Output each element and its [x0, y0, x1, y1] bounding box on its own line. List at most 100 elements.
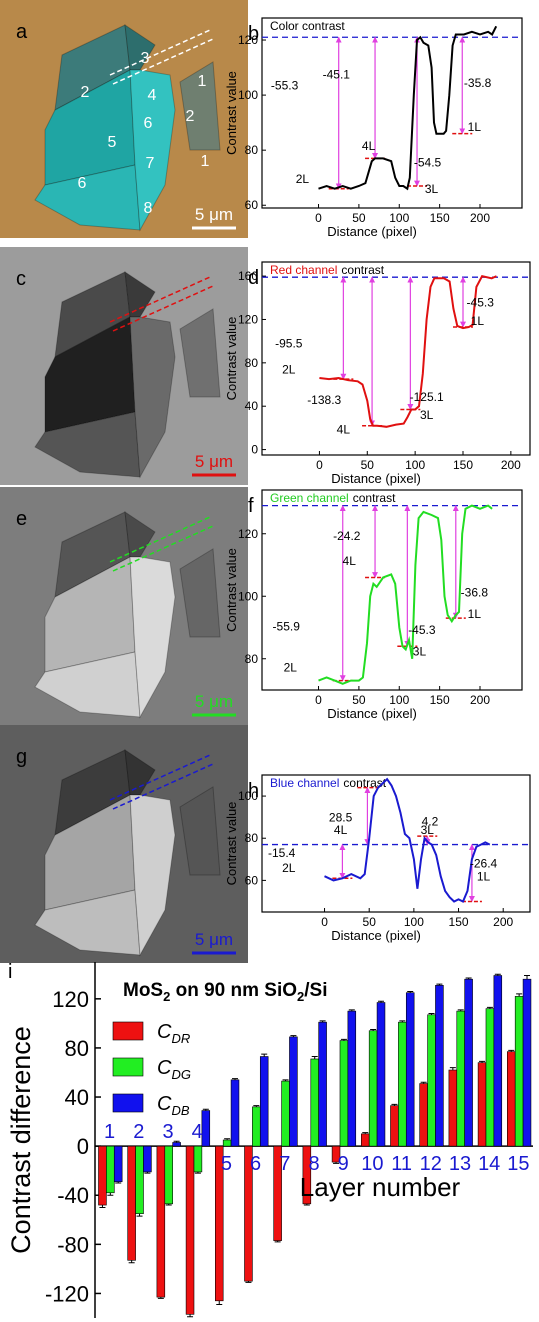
x-tick-label: 15	[507, 1153, 529, 1175]
bar	[427, 1014, 436, 1147]
annotation: 1L	[468, 120, 482, 134]
annotation: 1L	[468, 607, 482, 621]
bar	[368, 1030, 378, 1147]
legend-swatch	[112, 1093, 144, 1113]
error-bar	[479, 1060, 486, 1063]
flake-region	[129, 316, 176, 479]
title-part: on 90 nm SiO	[170, 980, 297, 1001]
annotation: 2L	[284, 660, 298, 674]
x-axis-label: Layer number	[300, 1172, 461, 1202]
error-bar	[378, 1000, 385, 1003]
x-tick-label: 1	[104, 1121, 115, 1143]
panel-label: i	[8, 961, 12, 983]
x-tick-label: 0	[315, 693, 322, 707]
micrograph: g 5 μm	[0, 725, 248, 963]
error-bar	[194, 1171, 201, 1174]
y-tick-label: 40	[65, 1085, 89, 1110]
y-axis-label: Contrast value	[224, 317, 239, 401]
annotation: 4.2	[422, 815, 439, 829]
error-bar	[144, 1171, 151, 1174]
annotation: 4L	[362, 139, 376, 153]
contrast-curve	[324, 777, 491, 903]
bar	[318, 1021, 327, 1147]
y-tick-label: 100	[238, 789, 258, 803]
bar	[456, 1010, 465, 1147]
scale-bar-label: 5 μm	[195, 930, 233, 949]
annotation: 3L	[413, 645, 427, 659]
layer-label: 2	[81, 84, 90, 101]
x-tick-label: 0	[321, 915, 328, 929]
bar	[347, 1010, 357, 1147]
layer-label: 1	[201, 153, 210, 170]
x-tick-label: 13	[449, 1153, 471, 1175]
bar	[405, 992, 415, 1147]
legend-subscript: DB	[171, 1103, 189, 1118]
bar	[419, 1083, 428, 1147]
x-tick-label: 0	[316, 458, 323, 472]
annotation: 4L	[343, 554, 357, 568]
annotation: -54.5	[414, 156, 442, 170]
error-bar	[428, 1013, 435, 1015]
legend-subscript: DG	[171, 1067, 191, 1082]
annotation: -45.1	[323, 68, 351, 82]
scan-line	[112, 38, 214, 85]
x-tick-label: 11	[391, 1153, 412, 1175]
legend-label: CDB	[157, 1093, 190, 1118]
bar	[477, 1062, 487, 1147]
x-tick-label: 7	[279, 1153, 290, 1175]
bar	[390, 1105, 399, 1147]
error-bar	[399, 1020, 406, 1023]
flake-region	[34, 411, 141, 478]
x-axis-label: Distance (pixel)	[331, 471, 421, 486]
x-tick-label: 150	[449, 915, 469, 929]
x-tick-label: 150	[430, 693, 450, 707]
x-tick-label: 4	[192, 1121, 203, 1143]
flake-region	[34, 889, 141, 956]
contrast-curve	[318, 25, 498, 191]
annotation: 1L	[471, 314, 485, 328]
y-tick-label: 0	[77, 1134, 89, 1159]
flake-region	[34, 651, 141, 718]
bar	[507, 1051, 516, 1147]
bar	[310, 1058, 319, 1147]
bar	[172, 1142, 181, 1147]
chart-title: MoS2 on 90 nm SiO2/Si	[123, 980, 328, 1004]
error-bar	[362, 1132, 369, 1134]
annotation: 4L	[334, 823, 348, 837]
bar	[106, 1145, 115, 1194]
bar	[435, 985, 444, 1147]
y-axis-label: Contrast value	[224, 802, 239, 886]
error-bar	[99, 1205, 106, 1209]
micrograph: a 5 μm 3 2 4 1 6 2 5 7 1 6 8	[0, 0, 248, 238]
scan-line	[112, 525, 214, 572]
scan-line	[109, 29, 211, 76]
legend-name: C	[157, 1057, 172, 1079]
x-tick-label: 150	[453, 458, 473, 472]
bar	[281, 1080, 290, 1147]
error-bar	[391, 1103, 398, 1106]
error-bar	[311, 1056, 318, 1059]
bar	[156, 1145, 166, 1298]
layer-label: 3	[141, 50, 150, 67]
y-tick-label: 40	[245, 399, 259, 413]
title-part: contrast	[343, 776, 386, 790]
y-tick-label: 60	[245, 873, 259, 887]
y-tick-label: 120	[238, 33, 258, 47]
flake-region	[179, 61, 221, 151]
x-tick-label: 50	[361, 458, 375, 472]
scale-bar-label: 5 μm	[195, 692, 233, 711]
x-axis-label: Distance (pixel)	[331, 928, 421, 943]
bar	[398, 1021, 407, 1147]
error-bar	[319, 1020, 326, 1023]
panel-label: b	[248, 23, 259, 45]
chart-title: Red channel contrast	[270, 263, 385, 277]
error-bar	[157, 1297, 164, 1299]
legend-subscript: DR	[171, 1031, 190, 1046]
x-tick-label: 50	[352, 693, 366, 707]
y-axis-label: Contrast value	[224, 71, 239, 155]
y-tick-label: 80	[245, 356, 259, 370]
x-tick-label: 10	[361, 1153, 383, 1175]
x-axis-label: Distance (pixel)	[327, 706, 417, 721]
error-bar	[508, 1049, 515, 1052]
annotation: 3L	[420, 408, 434, 422]
